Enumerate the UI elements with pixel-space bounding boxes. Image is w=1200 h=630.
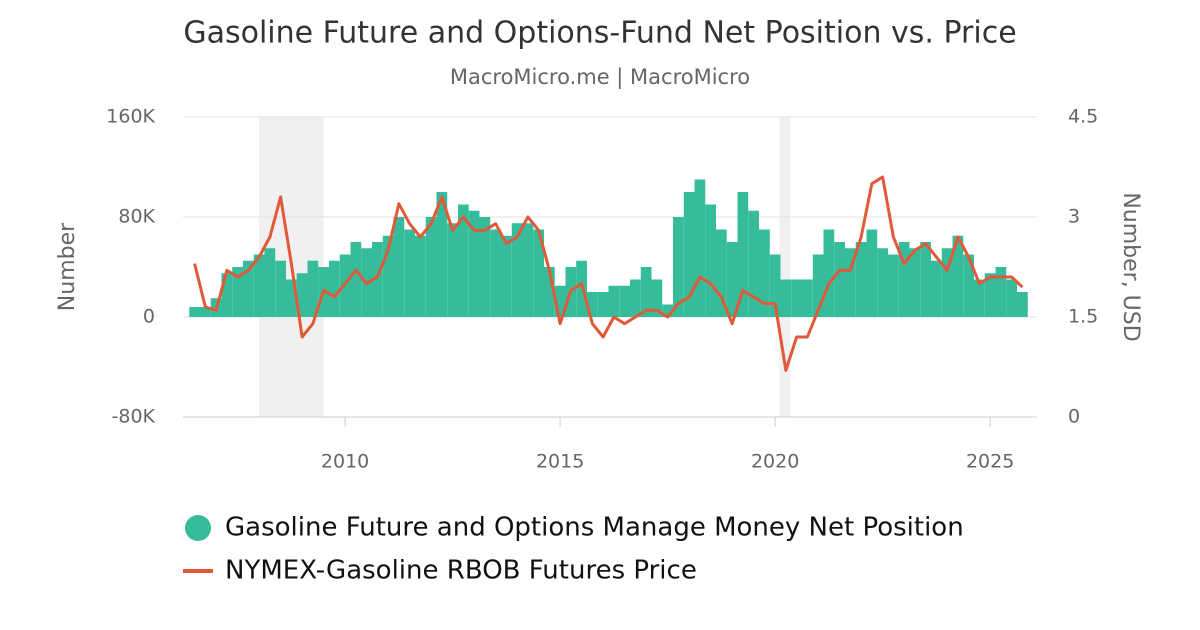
bar <box>866 229 878 317</box>
bar <box>920 242 932 317</box>
bar <box>737 192 749 317</box>
bar <box>845 248 856 317</box>
bar <box>619 285 630 317</box>
bar <box>221 273 233 317</box>
y-tick-label: 80K <box>118 206 155 228</box>
y-tick-label: -80K <box>112 406 156 428</box>
bar <box>447 223 458 317</box>
bar <box>328 260 340 317</box>
bar <box>662 304 673 317</box>
bar <box>1006 279 1018 317</box>
bar <box>468 210 480 317</box>
bar <box>898 242 910 317</box>
bar <box>629 279 641 317</box>
bar <box>931 260 942 317</box>
bar <box>823 229 835 317</box>
bar <box>952 235 964 317</box>
bar <box>888 254 899 317</box>
bar <box>275 260 286 317</box>
price-line <box>193 175 1024 372</box>
bar <box>199 307 211 317</box>
bar <box>511 223 523 317</box>
bar <box>586 292 598 317</box>
bar <box>812 254 824 317</box>
bar <box>393 217 405 317</box>
x-tick-label: 2020 <box>751 451 799 473</box>
bar <box>232 267 243 317</box>
bar <box>350 242 362 317</box>
bar <box>877 248 889 317</box>
bar <box>651 279 663 317</box>
bar <box>984 273 996 317</box>
bar <box>414 235 426 317</box>
bar <box>500 235 512 317</box>
bar <box>758 229 770 317</box>
bar <box>436 192 448 317</box>
bar <box>683 192 695 317</box>
y2-tick-label: 3 <box>1068 206 1080 228</box>
bar <box>490 229 501 317</box>
bar <box>404 229 415 317</box>
bar <box>995 267 1007 317</box>
bar <box>855 242 867 317</box>
bar <box>748 210 759 317</box>
bar <box>705 204 716 317</box>
bar <box>715 229 727 317</box>
legend-swatch <box>185 515 211 541</box>
y2-tick-label: 1.5 <box>1068 306 1098 328</box>
bar <box>791 279 802 317</box>
bar <box>242 260 254 317</box>
bar <box>780 279 792 317</box>
bar <box>963 254 975 317</box>
y2-tick-label: 4.5 <box>1068 106 1098 128</box>
bar <box>189 307 200 317</box>
bar <box>425 217 437 317</box>
bar <box>533 229 544 317</box>
legend-label: Gasoline Future and Options Manage Money… <box>225 513 964 543</box>
bar <box>769 254 781 317</box>
bar <box>941 248 953 317</box>
bar <box>543 267 555 317</box>
bar <box>801 279 813 317</box>
y-tick-label: 0 <box>143 306 155 328</box>
bar <box>672 217 684 317</box>
bar <box>608 285 620 317</box>
bar <box>597 292 609 317</box>
bar <box>522 223 534 317</box>
x-tick-label: 2010 <box>321 451 369 473</box>
bar <box>554 285 566 317</box>
shaded-region <box>779 117 791 417</box>
y-axis-label: Number <box>55 222 80 311</box>
bar <box>264 248 276 317</box>
bar <box>307 260 319 317</box>
x-tick-label: 2015 <box>536 451 584 473</box>
bar <box>371 242 383 317</box>
legend-label: NYMEX-Gasoline RBOB Futures Price <box>225 556 697 586</box>
bar <box>382 235 394 317</box>
bar <box>694 179 706 317</box>
bar <box>296 273 308 317</box>
bar <box>909 248 921 317</box>
y2-axis-label: Number, USD <box>1118 192 1143 341</box>
x-tick-label: 2025 <box>966 451 1014 473</box>
bar <box>974 279 985 317</box>
bar <box>285 279 297 317</box>
bar <box>834 242 846 317</box>
bar <box>1017 292 1028 317</box>
bar <box>479 217 491 317</box>
bar <box>253 254 265 317</box>
chart-subtitle: MacroMicro.me | MacroMicro <box>450 65 750 90</box>
y-tick-label: 160K <box>106 106 155 128</box>
y2-tick-label: 0 <box>1068 406 1080 428</box>
bar <box>726 242 738 317</box>
chart-title: Gasoline Future and Options-Fund Net Pos… <box>183 16 1016 51</box>
bar <box>640 267 652 317</box>
bar <box>457 204 469 317</box>
